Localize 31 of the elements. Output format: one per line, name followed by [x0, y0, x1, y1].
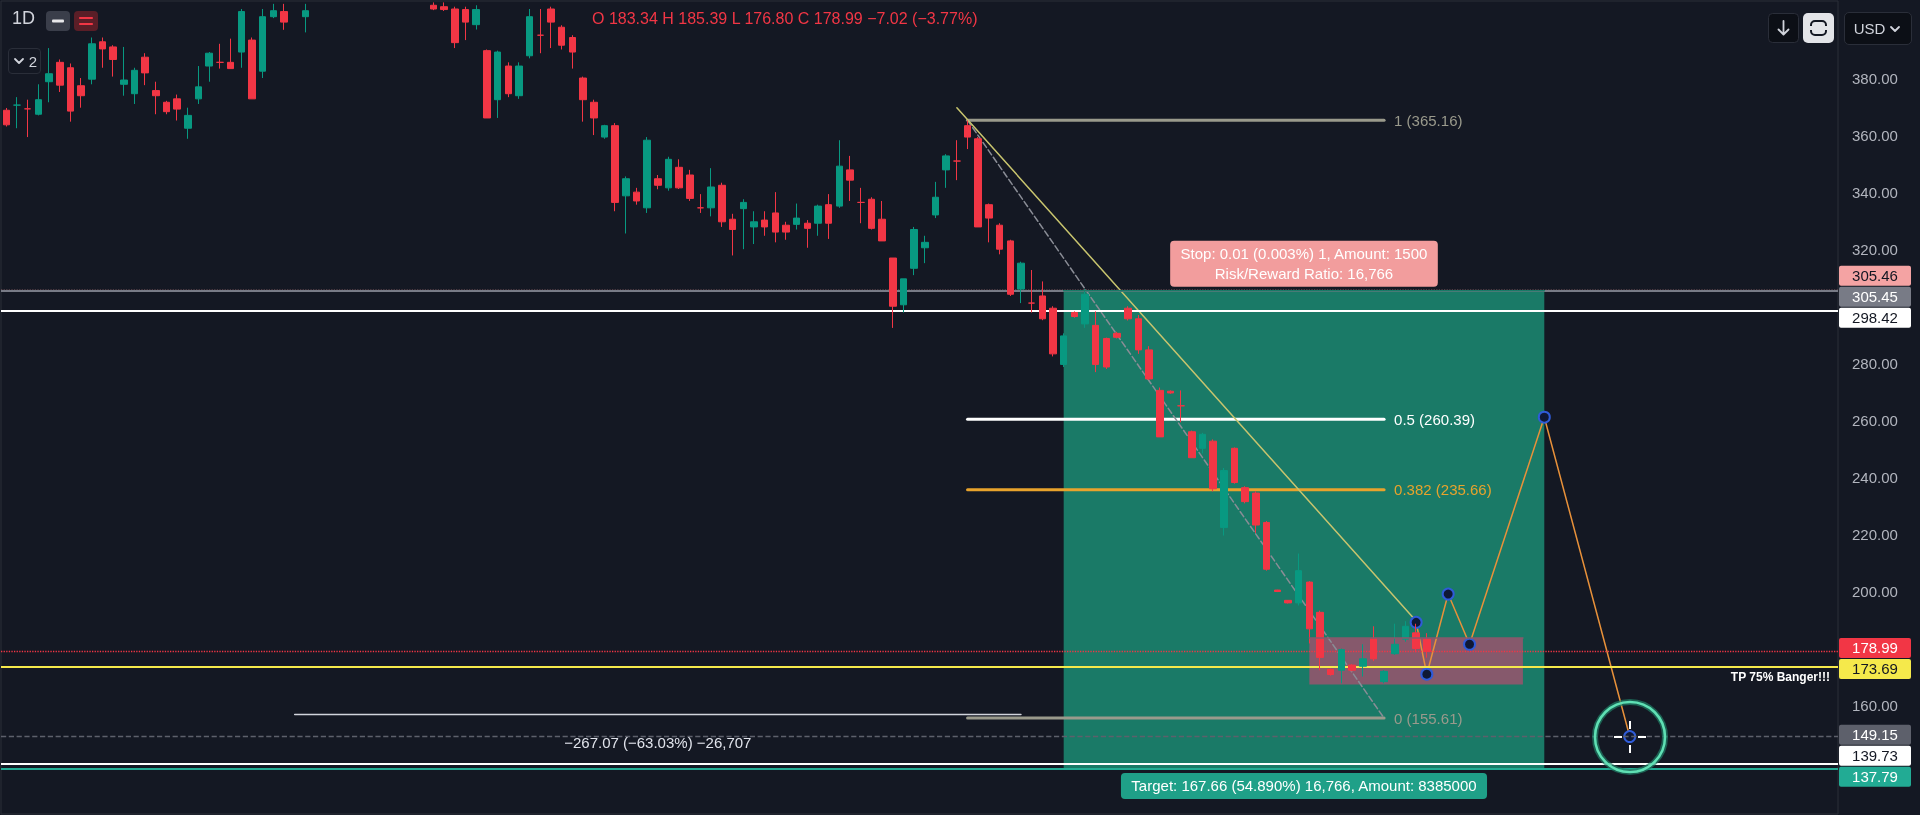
- y-tick-label: 320.00: [1852, 240, 1898, 258]
- y-tick-label: 260.00: [1852, 411, 1898, 429]
- ref-line-label: 137.79: [1852, 768, 1898, 786]
- indicator-toggle: 2: [8, 48, 41, 74]
- y-tick-label: 240.00: [1852, 468, 1898, 486]
- ref-line-label: 149.15: [1852, 726, 1898, 744]
- currency-selector: USD: [1844, 12, 1912, 45]
- y-tick-label: 200.00: [1852, 582, 1898, 600]
- ref-line-label: 298.42: [1852, 309, 1898, 327]
- y-tick-label: 160.00: [1852, 697, 1898, 715]
- text: O 183.34 H 185.39 L 176.80 C 178.99 −7.02 (−3.77%): [592, 9, 978, 27]
- annotation: 2: [28, 52, 38, 70]
- series-label: 1 (365.16): [1394, 111, 1463, 129]
- chart-title: 1D: [12, 8, 36, 28]
- annotation: TP 75% Banger!!!: [1730, 669, 1830, 684]
- annotation: −267.07 (−63.03%) −26,707: [564, 733, 752, 751]
- y-tick-label: 280.00: [1852, 354, 1898, 372]
- y-tick-label: 360.00: [1852, 126, 1898, 144]
- series-label: 0.382 (235.66): [1394, 481, 1492, 499]
- series-label: 0 (155.61): [1394, 709, 1463, 727]
- y-tick-label: 380.00: [1852, 69, 1898, 87]
- series-label: 0.5 (260.39): [1394, 410, 1475, 428]
- y-tick-label: 340.00: [1852, 183, 1898, 201]
- annotation: Target: 167.66 (54.890%) 16,766, Amount: 8385000: [1131, 777, 1477, 795]
- ref-line-label: 139.73: [1852, 747, 1898, 765]
- ref-line-label: 178.99: [1852, 639, 1898, 657]
- ref-line-label: 173.69: [1852, 660, 1898, 678]
- ref-line-label: 305.46: [1852, 267, 1898, 285]
- annotation: Stop: 0.01 (0.003%) 1, Amount: 1500 Risk/Reward Ratio: 16,766: [1180, 245, 1428, 283]
- y-tick-label: 220.00: [1852, 525, 1898, 543]
- ref-line-label: 305.45: [1852, 288, 1898, 306]
